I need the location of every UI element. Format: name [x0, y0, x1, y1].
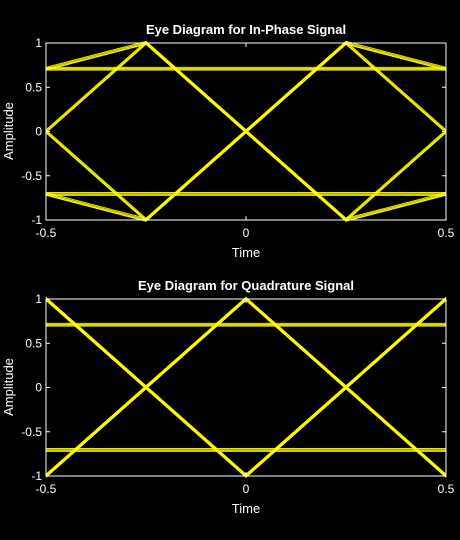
chart-title: Eye Diagram for In-Phase Signal: [146, 22, 346, 37]
x-tick-label: 0: [243, 482, 250, 496]
chart-title: Eye Diagram for Quadrature Signal: [138, 278, 354, 293]
x-tick-label: 0.5: [438, 482, 455, 496]
x-tick-label: -0.5: [36, 482, 57, 496]
eye-trace: [45, 43, 447, 222]
y-tick-label: 0.5: [25, 336, 42, 350]
y-axis-label: Amplitude: [1, 102, 16, 160]
x-tick-label: 0: [243, 226, 250, 240]
quadrature-eye-chart: Eye Diagram for Quadrature Signal -0.5 0 0…: [1, 278, 455, 516]
y-tick-label: -1: [31, 469, 42, 483]
eye-trace: [45, 40, 447, 219]
y-tick-label: 1: [35, 292, 42, 306]
y-axis-label: Amplitude: [1, 358, 16, 416]
eye-trace: [45, 296, 447, 475]
in-phase-traces: [45, 40, 447, 222]
x-axis-label: Time: [232, 245, 260, 260]
eye-trace: [45, 42, 447, 221]
y-tick-label: 1: [35, 36, 42, 50]
y-tick-label: 0.5: [25, 80, 42, 94]
y-tick-label: -0.5: [21, 169, 42, 183]
y-tick-label: -1: [31, 213, 42, 227]
eye-trace: [45, 299, 447, 478]
x-tick-label: -0.5: [36, 226, 57, 240]
in-phase-ticks: [45, 42, 447, 221]
y-tick-label: -0.5: [21, 425, 42, 439]
x-axis-label: Time: [232, 501, 260, 516]
y-tick-label: 0: [35, 125, 42, 139]
in-phase-tick-labels: -0.5 0 0.5-1-0.500.51: [21, 36, 454, 240]
x-tick-label: 0.5: [438, 226, 455, 240]
y-tick-label: 0: [35, 381, 42, 395]
quadrature-tick-labels: -0.5 0 0.5-1-0.500.51: [21, 292, 454, 496]
in-phase-eye-chart: Eye Diagram for In-Phase Signal -0.5 0 0.5…: [1, 22, 455, 260]
quadrature-ticks: [45, 298, 447, 477]
